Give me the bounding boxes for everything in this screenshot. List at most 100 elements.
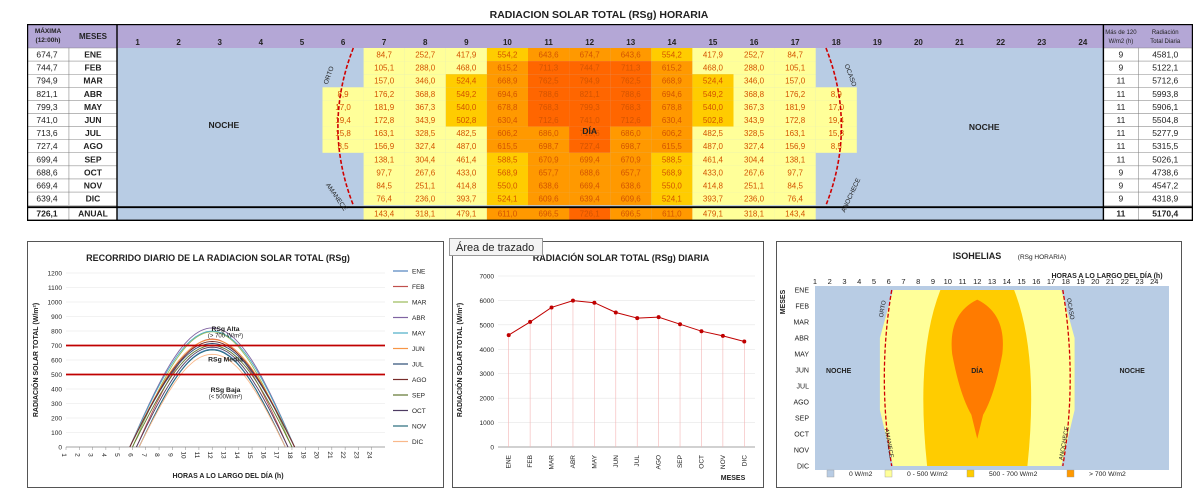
data-point xyxy=(678,322,683,327)
radiation-cell xyxy=(692,139,734,153)
radiation-value: 267,6 xyxy=(744,168,765,177)
x-tick-label: 6 xyxy=(126,453,133,457)
radiation-cell xyxy=(528,113,570,127)
y-tick-label: 500 xyxy=(51,372,62,379)
radiation-value: 236,0 xyxy=(744,195,765,204)
legend-label: AGO xyxy=(412,377,426,384)
radiation-value: 393,7 xyxy=(703,195,724,204)
radiation-value: 343,9 xyxy=(744,116,765,125)
chart1-title: RECORRIDO DIARIO DE LA RADIACION SOLAR T… xyxy=(86,253,350,263)
hours-over-120: 11 xyxy=(1116,102,1125,112)
radiation-value: 84,7 xyxy=(787,51,803,60)
x-tick-label: 14 xyxy=(233,451,240,459)
x-tick-label: 24 xyxy=(366,451,373,459)
chart1-annotation: RSg Baja xyxy=(211,387,241,394)
y-tick-label: 7000 xyxy=(480,274,495,281)
legend-label: MAR xyxy=(412,300,427,307)
radiation-value: 251,1 xyxy=(415,182,436,191)
x-tick-label: 18 xyxy=(1062,277,1070,286)
radiation-cell xyxy=(651,100,693,114)
radiation-cell xyxy=(486,61,528,75)
daily-total: 4581,0 xyxy=(1152,50,1178,60)
max-value: 794,9 xyxy=(36,76,58,86)
radiation-cell xyxy=(692,179,734,193)
radiation-value: 696,5 xyxy=(539,210,560,219)
radiation-value: 482,5 xyxy=(703,129,724,138)
radiation-cell xyxy=(363,48,405,62)
radiation-cell xyxy=(404,87,446,101)
radiation-value: 138,1 xyxy=(785,155,806,164)
hour-header: 18 xyxy=(832,38,841,47)
x-tick-label: MAY xyxy=(591,454,598,468)
radiation-cell xyxy=(692,100,734,114)
radiation-value: 157,0 xyxy=(374,77,395,86)
data-point xyxy=(635,316,640,321)
radiation-value: 762,5 xyxy=(539,77,560,86)
legend-swatch xyxy=(826,469,835,478)
radiation-value: 615,2 xyxy=(497,64,518,73)
header-meses: MESES xyxy=(79,32,108,41)
y-tick-label: 300 xyxy=(51,401,62,408)
radiation-cell xyxy=(733,126,775,140)
x-tick-label: AGO xyxy=(656,455,663,469)
radiation-cell xyxy=(528,126,570,140)
x-tick-label: 2 xyxy=(828,277,832,286)
radiation-cell xyxy=(528,139,570,153)
iso-ocaso-label: OCASO xyxy=(1065,298,1075,321)
chart1-ylabel: RADIACIÓN SOLAR TOTAL (W/m²) xyxy=(31,303,40,417)
radiation-cell xyxy=(733,100,775,114)
x-tick-label: 22 xyxy=(339,451,346,459)
radiation-cell xyxy=(815,113,857,127)
radiation-cell xyxy=(733,179,775,193)
radiation-cell xyxy=(363,87,405,101)
hour-header: 20 xyxy=(914,38,923,47)
radiation-cell xyxy=(322,126,364,140)
hour-header: 12 xyxy=(585,38,594,47)
y-tick-label: 700 xyxy=(51,343,62,350)
hour-header: 7 xyxy=(382,38,387,47)
radiation-cell xyxy=(692,126,734,140)
x-tick-label: JUN xyxy=(613,455,620,468)
radiation-cell xyxy=(528,192,570,206)
radiation-cell xyxy=(404,100,446,114)
month-tick-label: ABR xyxy=(795,336,809,343)
radiation-cell xyxy=(569,179,611,193)
y-tick-label: 1100 xyxy=(48,285,62,292)
radiation-value: 163,1 xyxy=(374,129,395,138)
noche-right-label: NOCHE xyxy=(969,122,1000,132)
radiation-value: 696,5 xyxy=(621,210,642,219)
x-tick-label: 10 xyxy=(180,451,187,459)
radiation-value: 468,0 xyxy=(703,64,724,73)
radiation-cell xyxy=(528,61,570,75)
chart2-xlabel: MESES xyxy=(721,475,746,482)
iso-sunset-curve xyxy=(1062,289,1071,467)
radiation-value: 417,9 xyxy=(703,51,724,60)
x-tick-label: 12 xyxy=(973,277,981,286)
radiation-cell xyxy=(528,165,570,179)
data-point xyxy=(742,339,747,344)
isohelias-chart: ISOHELIAS (RSg HORARIA)1 2 3 4 5 6 7 8 9 10 11 12 13 1… xyxy=(780,251,1169,478)
radiation-value: 181,9 xyxy=(374,103,395,112)
hours-over-120: 9 xyxy=(1119,181,1124,191)
month-tick-label: JUN xyxy=(795,368,809,375)
radiation-value: 524,4 xyxy=(703,77,724,86)
radiation-cell xyxy=(815,100,857,114)
radiation-value: 611,0 xyxy=(498,210,518,219)
radiation-cell xyxy=(404,207,446,221)
x-tick-label: 3 xyxy=(87,453,94,457)
radiation-value: 609,6 xyxy=(539,195,560,204)
radiation-cell xyxy=(610,100,652,114)
y-tick-label: 200 xyxy=(51,416,62,423)
radiation-cell xyxy=(610,139,652,153)
radiation-value: 84,5 xyxy=(376,182,392,191)
x-tick-label: OCT xyxy=(698,455,705,469)
legend-label: JUN xyxy=(412,346,425,353)
month-name: JUL xyxy=(85,128,101,138)
legend-swatch xyxy=(884,469,893,478)
sunset-curve xyxy=(825,47,843,206)
month-tick-label: AGO xyxy=(793,400,809,407)
radiation-value: 304,4 xyxy=(744,155,765,164)
table-header-hours-row xyxy=(117,36,1104,48)
radiation-value: 638,6 xyxy=(539,182,560,191)
